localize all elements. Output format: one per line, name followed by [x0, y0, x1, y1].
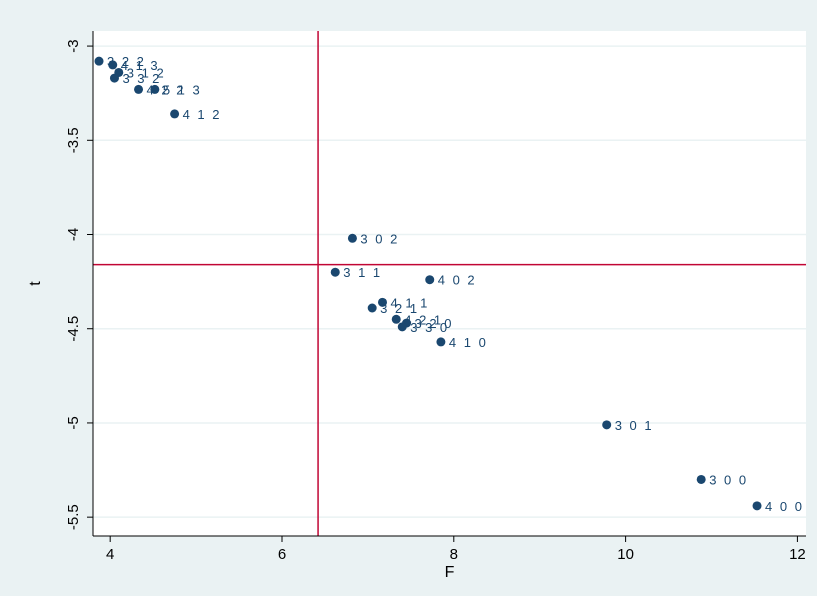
data-points: 3 2 24 1 33 1 23 3 24 2 25 1 34 1 23 0 2… [94, 54, 804, 514]
gridlines [93, 45, 806, 518]
x-tick-label: 8 [450, 546, 458, 563]
x-axis: 4 6 8 10 12 [93, 535, 806, 563]
y-axis-title: t [27, 281, 44, 286]
data-point [397, 322, 407, 332]
x-axis-title: F [445, 564, 455, 581]
data-point [108, 60, 118, 70]
data-point [436, 337, 446, 347]
y-tick-label: -5.5 [65, 504, 82, 530]
x-tick-label: 12 [789, 546, 806, 563]
data-point [377, 297, 387, 307]
data-point [330, 267, 340, 277]
point-label: 3 2 0 [415, 316, 454, 331]
data-point [150, 84, 160, 94]
point-label: 5 1 3 [163, 82, 202, 97]
data-point [696, 474, 706, 484]
point-label: 3 1 1 [343, 265, 382, 280]
point-label: 4 1 3 [121, 58, 160, 73]
x-tick-label: 6 [278, 546, 286, 563]
point-label: 3 3 2 [122, 71, 161, 86]
reference-lines [93, 31, 806, 536]
point-label: 3 2 1 [380, 301, 419, 316]
data-point [391, 314, 401, 324]
data-point [752, 501, 762, 511]
point-label: 3 0 2 [360, 231, 399, 246]
point-label: 4 1 0 [449, 335, 488, 350]
y-tick-label: -4.5 [65, 316, 82, 342]
data-point [347, 233, 357, 243]
point-label: 3 0 1 [615, 418, 654, 433]
point-label: 3 1 2 [127, 65, 166, 80]
point-label: 4 1 1 [390, 295, 429, 310]
data-point [170, 109, 180, 119]
data-point [367, 303, 377, 313]
point-label: 3 0 0 [709, 472, 748, 487]
y-tick-label: -3.5 [65, 127, 82, 153]
point-label: 4 2 1 [404, 312, 443, 327]
data-point [109, 73, 119, 83]
x-tick-label: 10 [617, 546, 634, 563]
point-label: 3 3 0 [410, 320, 449, 335]
y-axis: -3 -3.5 -4 -4.5 -5 -5.5 [65, 31, 94, 536]
data-point [425, 275, 435, 285]
plot-area [93, 31, 806, 536]
data-point [94, 56, 104, 66]
point-label: 4 0 0 [765, 499, 804, 514]
point-label: 4 1 2 [183, 107, 222, 122]
y-tick-label: -4 [65, 228, 82, 241]
y-tick-label: -3 [65, 39, 82, 52]
y-tick-label: -5 [65, 416, 82, 429]
data-point [602, 420, 612, 430]
data-point [134, 84, 144, 94]
point-label: 4 0 2 [438, 273, 477, 288]
x-tick-label: 4 [106, 546, 114, 563]
